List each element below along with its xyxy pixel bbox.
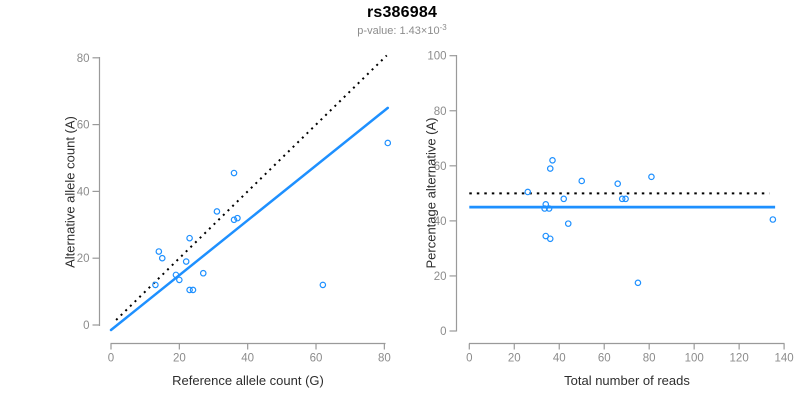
data-point bbox=[541, 205, 548, 212]
data-point bbox=[564, 220, 572, 227]
y-tick-label: 100 bbox=[427, 51, 446, 63]
data-point bbox=[158, 254, 166, 262]
left-plot-panel: 0 20 40 60 80 0 20 40 60 80 bbox=[77, 53, 392, 365]
x-tick-label: 0 bbox=[466, 353, 472, 365]
data-point bbox=[634, 279, 642, 287]
data-point bbox=[172, 271, 180, 279]
pvalue-subtitle: p-value: 1.43×10-3 bbox=[2, 23, 800, 37]
x-tick-label: 20 bbox=[173, 353, 186, 365]
y-tick-label: 40 bbox=[77, 186, 90, 198]
data-point bbox=[542, 201, 550, 208]
data-point bbox=[189, 286, 197, 294]
left-x-axis-title: Reference allele count (G) bbox=[172, 373, 324, 388]
y-tick-label: 20 bbox=[77, 253, 90, 265]
y-tick-label: 0 bbox=[440, 326, 446, 338]
y-tick-label: 0 bbox=[83, 320, 89, 332]
data-point bbox=[213, 208, 221, 215]
data-point bbox=[384, 139, 392, 147]
data-point bbox=[578, 177, 586, 185]
x-tick-label: 20 bbox=[508, 353, 521, 365]
y-tick-label: 20 bbox=[434, 271, 447, 283]
data-point bbox=[234, 214, 241, 222]
regression-line bbox=[109, 106, 390, 332]
data-point bbox=[618, 195, 626, 203]
left-y-axis-title: Alternative allele count (A) bbox=[62, 116, 78, 268]
data-point bbox=[155, 248, 163, 255]
x-tick-label: 120 bbox=[730, 353, 749, 365]
data-point bbox=[176, 276, 183, 284]
x-tick-label: 100 bbox=[685, 353, 704, 365]
x-tick-label: 140 bbox=[775, 353, 794, 365]
y-tick-label: 80 bbox=[434, 106, 447, 118]
pvalue-text: p-value: 1.43×10 bbox=[357, 25, 440, 37]
right-plot-panel: 0 20 40 60 80 100 120 140 0 20 40 60 80 100 bbox=[427, 51, 793, 365]
data-point bbox=[524, 188, 532, 196]
pvalue-exponent: -3 bbox=[439, 23, 447, 32]
x-tick-label: 0 bbox=[108, 353, 114, 365]
data-point bbox=[186, 286, 193, 294]
data-point bbox=[560, 195, 568, 203]
right-x-axis-title: Total number of reads bbox=[564, 373, 690, 388]
y-tick-label: 60 bbox=[434, 161, 447, 173]
data-point bbox=[545, 205, 553, 212]
x-tick-label: 40 bbox=[553, 353, 566, 365]
data-point bbox=[230, 169, 238, 177]
x-tick-label: 60 bbox=[310, 353, 323, 365]
y-tick-label: 80 bbox=[77, 53, 90, 65]
data-point bbox=[186, 234, 193, 242]
data-point bbox=[546, 165, 554, 172]
data-point bbox=[199, 269, 207, 277]
page-title: rs386984 bbox=[366, 4, 438, 21]
x-tick-label: 60 bbox=[598, 353, 611, 365]
identity-dotted-line bbox=[115, 54, 388, 321]
data-point bbox=[230, 216, 238, 224]
x-tick-label: 40 bbox=[241, 353, 254, 365]
y-tick-label: 40 bbox=[434, 216, 447, 228]
data-point bbox=[549, 157, 556, 164]
x-tick-label: 80 bbox=[378, 353, 391, 365]
data-point bbox=[648, 173, 655, 181]
data-point bbox=[769, 216, 777, 223]
right-y-axis-title: Percentage alternative (A) bbox=[423, 117, 439, 269]
data-point bbox=[614, 180, 622, 188]
data-point bbox=[546, 235, 554, 243]
y-tick-label: 60 bbox=[77, 120, 90, 132]
data-point bbox=[182, 258, 190, 265]
x-tick-label: 80 bbox=[643, 353, 656, 365]
data-point bbox=[152, 281, 159, 289]
data-point bbox=[622, 195, 629, 203]
data-point bbox=[319, 281, 327, 289]
